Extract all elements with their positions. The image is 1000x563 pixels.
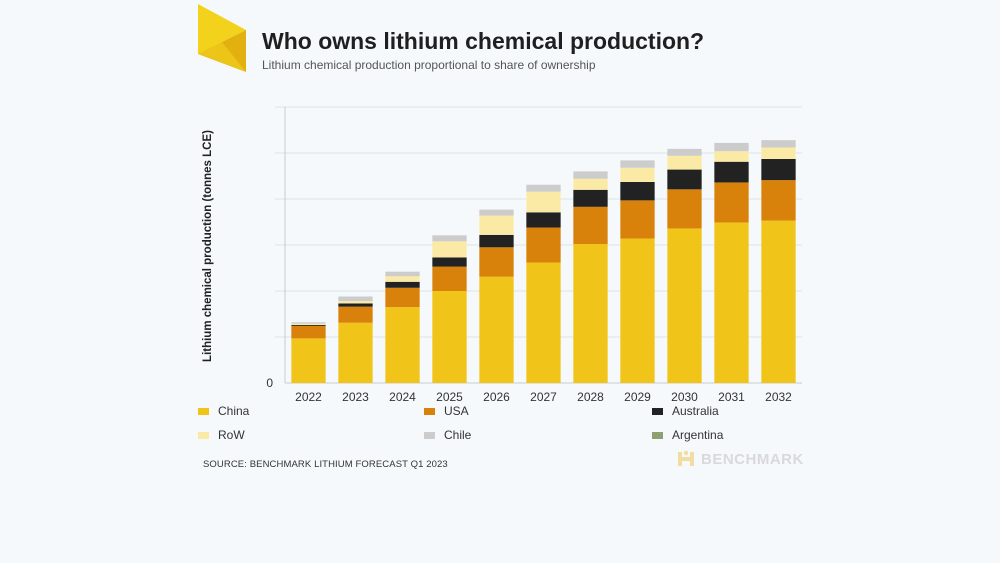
- bar-segment-usa: [479, 247, 514, 277]
- benchmark-wordmark: BENCHMARK: [701, 450, 804, 468]
- bar-segment-chile: [620, 160, 655, 168]
- bar-segment-australia: [432, 257, 467, 267]
- bar-segment-china: [667, 228, 702, 383]
- x-tick-label: 2023: [342, 390, 369, 404]
- bar-segment-australia: [385, 281, 420, 288]
- bar-segment-chile: [761, 140, 796, 148]
- legend-item-china: China: [198, 404, 249, 418]
- bar-segment-usa: [432, 266, 467, 291]
- legend-label-row: RoW: [218, 428, 245, 442]
- x-tick-label: 2030: [671, 390, 698, 404]
- legend-item-chile: Chile: [424, 428, 471, 442]
- x-tick-label: 2032: [765, 390, 792, 404]
- bar-segment-china: [714, 222, 749, 383]
- bar-segment-usa: [526, 227, 561, 263]
- bar-segment-usa: [714, 182, 749, 223]
- x-tick-label: 2027: [530, 390, 557, 404]
- page-subtitle: Lithium chemical production proportional…: [262, 58, 596, 72]
- legend-label-australia: Australia: [672, 404, 719, 418]
- bar-segment-chile: [338, 296, 373, 302]
- bar-segment-row: [385, 276, 420, 282]
- legend-item-usa: USA: [424, 404, 469, 418]
- bar-segment-china: [432, 291, 467, 383]
- bar-segment-usa: [385, 287, 420, 308]
- bar-segment-row: [714, 151, 749, 162]
- page-title: Who owns lithium chemical production?: [262, 28, 705, 54]
- legend-swatch-chile: [424, 431, 435, 439]
- bar-segment-chile: [526, 184, 561, 192]
- bar-segment-china: [338, 322, 373, 383]
- legend-swatch-australia: [652, 407, 663, 415]
- logo-icon: [198, 4, 246, 72]
- bar-segment-china: [761, 220, 796, 383]
- x-tick-label: 2028: [577, 390, 604, 404]
- x-tick-label: 2024: [389, 390, 416, 404]
- bar-segment-australia: [573, 189, 608, 207]
- bar-segment-chile: [291, 322, 326, 324]
- bar-segment-row: [620, 167, 655, 182]
- legend-label-chile: Chile: [444, 428, 472, 442]
- bar-segment-row: [291, 323, 326, 326]
- x-tick-label: 2029: [624, 390, 651, 404]
- bar-segment-row: [338, 301, 373, 304]
- bar-segment-australia: [667, 169, 702, 190]
- bar-segment-australia: [291, 325, 326, 326]
- legend-item-row: RoW: [198, 428, 245, 442]
- bar-segment-australia: [761, 158, 796, 181]
- legend-swatch-argentina: [652, 431, 663, 439]
- bar-segment-chile: [479, 209, 514, 216]
- bar-segment-chile: [573, 171, 608, 179]
- x-tick-label: 2025: [436, 390, 463, 404]
- bar-segment-australia: [338, 303, 373, 307]
- bar-segment-china: [291, 338, 326, 383]
- bar-segment-chile: [667, 148, 702, 156]
- bar-segment-row: [573, 178, 608, 190]
- bar-segment-usa: [338, 306, 373, 323]
- bar-segment-chile: [385, 271, 420, 277]
- bar-segment-australia: [526, 212, 561, 228]
- bar-segment-china: [573, 244, 608, 383]
- x-tick-label: 2022: [295, 390, 322, 404]
- legend-label-argentina: Argentina: [672, 428, 724, 442]
- benchmark-mark-icon: [678, 450, 694, 466]
- bar-segment-china: [479, 276, 514, 383]
- bar-segment-usa: [620, 200, 655, 239]
- bar-segment-china: [620, 238, 655, 383]
- x-tick-label: 2031: [718, 390, 745, 404]
- legend-swatch-china: [198, 407, 209, 415]
- y-tick-label: 0: [266, 376, 273, 390]
- bar-segment-china: [526, 262, 561, 383]
- bar-segment-row: [526, 191, 561, 213]
- bar-segment-china: [385, 307, 420, 383]
- legend-swatch-usa: [424, 407, 435, 415]
- bar-segment-australia: [714, 161, 749, 183]
- x-tick-label: 2026: [483, 390, 510, 404]
- bar-segment-chile: [432, 235, 467, 242]
- bar-segment-usa: [291, 325, 326, 339]
- bar-segment-australia: [620, 181, 655, 201]
- bar-segment-usa: [761, 180, 796, 221]
- legend-item-australia: Australia: [652, 404, 719, 418]
- legend-label-usa: USA: [444, 404, 469, 418]
- legend-item-argentina: Argentina: [652, 428, 723, 442]
- bar-segment-chile: [714, 142, 749, 152]
- benchmark-logo: BENCHMARK: [676, 450, 804, 468]
- source-note: SOURCE: BENCHMARK LITHIUM FORECAST Q1 20…: [203, 459, 448, 470]
- legend-swatch-row: [198, 431, 209, 439]
- bar-segment-usa: [667, 189, 702, 229]
- bar-segment-row: [667, 155, 702, 170]
- bar-segment-row: [761, 147, 796, 159]
- legend-label-china: China: [218, 404, 250, 418]
- bar-segment-row: [479, 215, 514, 235]
- bar-segment-row: [432, 241, 467, 258]
- bar-segment-usa: [573, 206, 608, 245]
- bar-segment-australia: [479, 234, 514, 248]
